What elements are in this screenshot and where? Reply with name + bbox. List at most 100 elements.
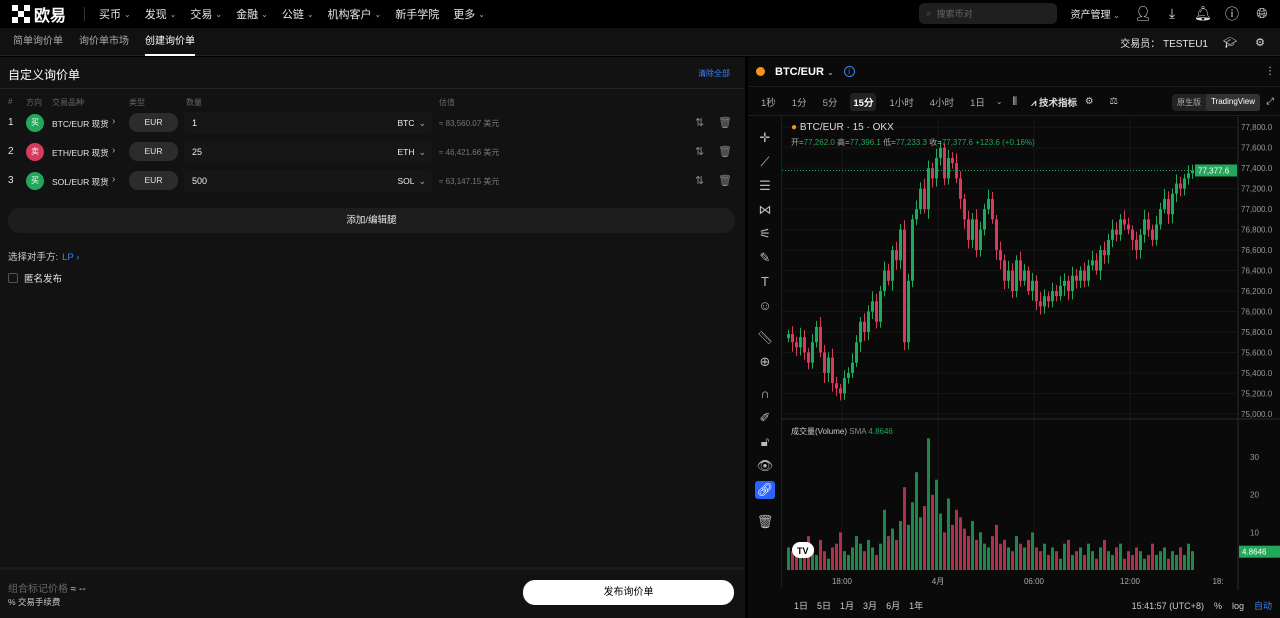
volume-bar — [803, 551, 806, 570]
nav-item[interactable]: 金融 ⌄ — [236, 6, 268, 22]
timeframe-2[interactable]: 1分 — [791, 97, 807, 109]
nav-item[interactable]: 发现 ⌄ — [145, 6, 177, 22]
publish-rfq-button[interactable]: 发布询价单 — [523, 580, 734, 605]
quantity-value: 500 — [192, 176, 208, 186]
globe-icon[interactable]: 🌐︎ — [1256, 5, 1268, 21]
timeframe-4[interactable]: 15分 — [850, 92, 877, 111]
trendline-icon[interactable]: ⟋ — [760, 154, 770, 169]
forecast-icon[interactable]: ⚟ — [759, 226, 771, 241]
nav-item[interactable]: 公链 ⌄ — [282, 6, 314, 22]
quantity-input[interactable]: 1 BTC ⌄ — [184, 112, 432, 134]
symbol-selector[interactable]: BTC/EUR ⌄ — [775, 66, 834, 78]
volume-bar — [791, 551, 794, 570]
candle-type-icon[interactable]: ⫼ — [1012, 96, 1017, 107]
brush-icon[interactable]: ✎ — [759, 250, 771, 265]
volume-bar — [1103, 539, 1106, 570]
range-6[interactable]: 1年 — [909, 601, 924, 611]
view-tradingview[interactable]: TradingView — [1205, 94, 1260, 111]
fib-icon[interactable]: ☰ — [759, 178, 771, 193]
view-native[interactable]: 原生版 — [1176, 98, 1201, 107]
anonymous-checkbox[interactable]: 匿名发布 — [8, 271, 62, 285]
sma-value: 4.8646 — [868, 427, 893, 436]
graduation-icon[interactable]: 🎓︎ — [1223, 36, 1237, 49]
range-1[interactable]: 1日 — [794, 601, 809, 611]
trash-icon[interactable]: 🗑︎ — [718, 146, 732, 158]
nav-item[interactable]: 更多 ⌄ — [453, 6, 485, 22]
currency-button[interactable]: EUR — [129, 142, 178, 161]
side-badge[interactable]: 买 — [26, 172, 44, 190]
tab-1[interactable]: 简单询价单 — [13, 35, 63, 47]
zoom-in-icon[interactable]: ⊕ — [759, 354, 771, 369]
bell-icon[interactable]: 🔔︎ — [1194, 5, 1212, 21]
lock-draw-icon[interactable]: ✐ — [759, 410, 771, 425]
currency-button[interactable]: EUR — [129, 171, 178, 190]
help-icon[interactable]: ⓘ — [1225, 5, 1239, 22]
side-badge[interactable]: 卖 — [26, 143, 44, 161]
eye-icon[interactable]: 👁︎ — [756, 458, 774, 473]
chevron-right-icon[interactable]: › — [112, 116, 116, 127]
search-input[interactable]: ⌕ 搜索币对 — [918, 3, 1057, 24]
trash-icon[interactable]: 🗑︎ — [756, 514, 774, 529]
unit-selector[interactable]: ETH ⌄ — [397, 141, 426, 163]
fullscreen-icon[interactable]: ⤢ — [1266, 96, 1274, 107]
chevron-right-icon[interactable]: › — [112, 174, 116, 185]
timeframe-3[interactable]: 5分 — [822, 97, 838, 109]
emoji-icon[interactable]: ☺ — [758, 298, 772, 313]
timeframe-1[interactable]: 1秒 — [761, 97, 776, 109]
adjust-icon[interactable]: ⇅ — [695, 146, 705, 158]
side-badge[interactable]: 买 — [26, 114, 44, 132]
unit-selector[interactable]: SOL ⌄ — [397, 170, 426, 192]
range-5[interactable]: 6月 — [886, 601, 901, 611]
adjust-icon[interactable]: ⇅ — [695, 117, 705, 129]
counterparty-link[interactable]: LP › — [62, 252, 80, 263]
magnet-icon[interactable]: ∩ — [760, 386, 770, 401]
adjust-icon[interactable]: ⇅ — [695, 175, 705, 187]
range-3[interactable]: 1月 — [840, 601, 855, 611]
assets-menu[interactable]: 资产管理 ⌄ — [1071, 6, 1120, 21]
pattern-icon[interactable]: ⋈ — [758, 202, 772, 217]
menu-icon[interactable]: ⋮ — [1265, 66, 1275, 77]
volume-bar — [1123, 558, 1126, 570]
gear-icon[interactable]: ⚙ — [1255, 36, 1265, 49]
ruler-icon[interactable]: 📏︎ — [756, 330, 774, 345]
checkbox[interactable] — [8, 273, 18, 283]
timeframe-6[interactable]: 4小时 — [929, 97, 955, 109]
percent-toggle[interactable]: % — [1213, 600, 1222, 611]
auto-toggle[interactable]: 自动 — [1253, 601, 1272, 611]
currency-button[interactable]: EUR — [129, 113, 178, 132]
candlestick-chart[interactable]: 75,000.0 75,200.0 75,400.0 75,600.0 75,800.0… — [748, 57, 1280, 593]
scale-icon[interactable]: ⚖ — [1109, 96, 1119, 107]
add-edit-legs-button[interactable]: 添加/编辑腿 — [8, 208, 735, 233]
quantity-input[interactable]: 25 ETH ⌄ — [184, 141, 432, 163]
chevron-right-icon[interactable]: › — [112, 145, 116, 156]
candle-body — [999, 250, 1002, 261]
link-icon[interactable]: 🔗︎ — [755, 481, 775, 499]
info-icon[interactable]: i — [843, 66, 855, 77]
text-icon[interactable]: T — [761, 274, 769, 289]
trash-icon[interactable]: 🗑︎ — [718, 175, 732, 187]
quantity-input[interactable]: 500 SOL ⌄ — [184, 170, 432, 192]
nav-item[interactable]: 机构客户 ⌄ — [328, 6, 382, 22]
unit-selector[interactable]: BTC ⌄ — [397, 112, 426, 134]
timeframe-5[interactable]: 1小时 — [889, 97, 914, 109]
tab-3[interactable]: 创建询价单 — [145, 28, 195, 56]
logo[interactable]: 欧易 — [12, 2, 66, 26]
user-icon[interactable]: 👤︎ — [1134, 5, 1152, 21]
range-2[interactable]: 5日 — [817, 601, 832, 611]
chevron-down-icon[interactable]: ⌄ — [995, 97, 1003, 106]
clear-all-link[interactable]: 清除全部 — [698, 69, 730, 78]
tab-2[interactable]: 询价单市场 — [79, 35, 129, 47]
nav-item[interactable]: 买币 ⌄ — [99, 6, 131, 22]
nav-item[interactable]: 交易 ⌄ — [190, 6, 222, 22]
gear-icon[interactable]: ⚙ — [1084, 96, 1094, 107]
indicators-button[interactable]: ⩘ 技术指标 — [1031, 95, 1077, 109]
range-4[interactable]: 3月 — [863, 601, 878, 611]
log-toggle[interactable]: log — [1231, 600, 1244, 611]
timeframe-7[interactable]: 1日 — [970, 97, 985, 109]
fee-link[interactable]: % 交易手续费 — [8, 597, 61, 607]
lock-icon[interactable]: 🔓︎ — [760, 434, 770, 449]
download-icon[interactable]: ⤓ — [1168, 5, 1176, 21]
nav-item[interactable]: 新手学院 — [395, 6, 439, 22]
trash-icon[interactable]: 🗑︎ — [718, 117, 732, 129]
crosshair-icon[interactable]: ✛ — [759, 130, 771, 145]
